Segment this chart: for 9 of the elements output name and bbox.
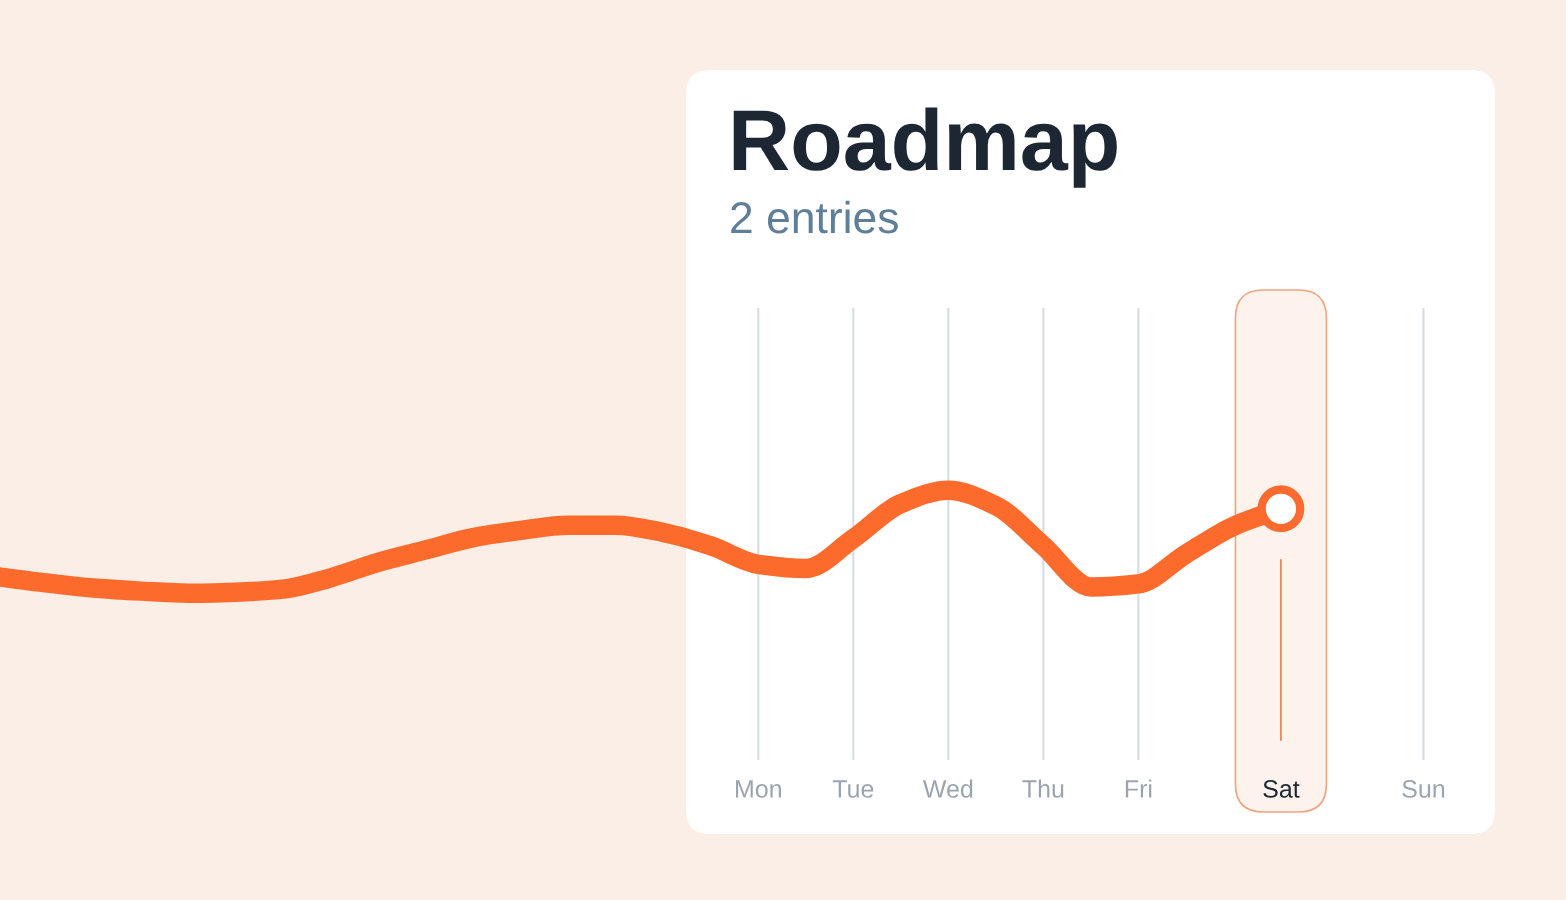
x-tick-label: Wed <box>922 779 973 798</box>
x-tick-label: Thu <box>1022 779 1064 798</box>
x-tick-label: Sat <box>1263 780 1300 798</box>
chart-subtitle: 2 entries <box>731 200 898 234</box>
x-tick-label: Mon <box>736 780 781 798</box>
x-tick-label: Tue <box>832 780 874 798</box>
chart-title: Roadmap <box>733 107 1117 188</box>
x-tick-label: Fri <box>1125 779 1152 798</box>
x-tick-label: Sun <box>1402 780 1445 798</box>
